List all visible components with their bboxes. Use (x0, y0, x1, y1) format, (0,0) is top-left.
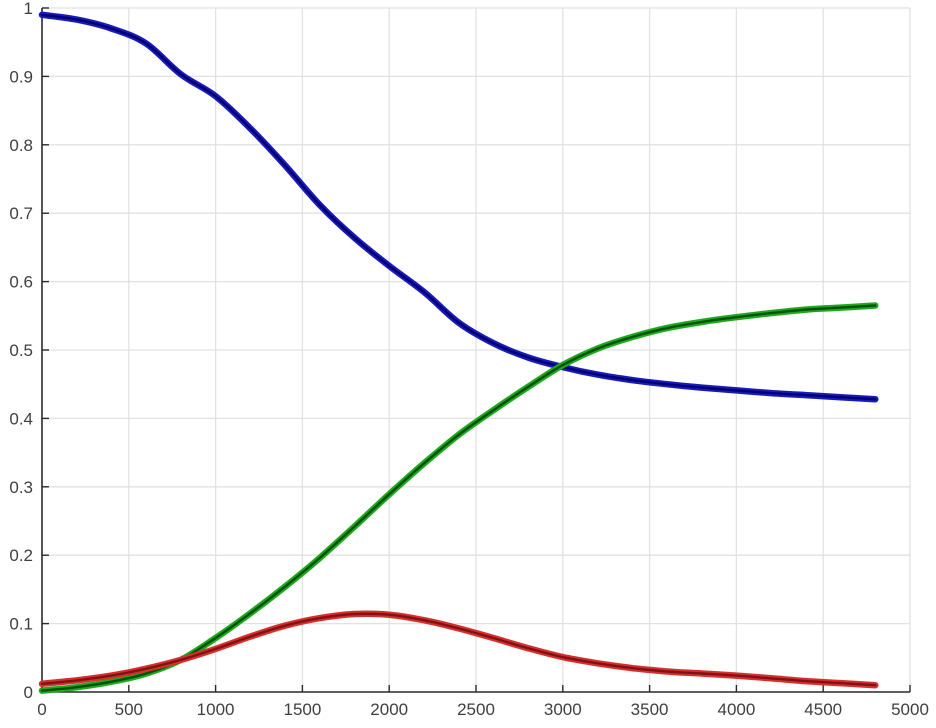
infected-curve (38, 610, 879, 689)
y-tick-label: 1 (24, 0, 33, 18)
x-tick-label: 5000 (891, 700, 929, 719)
recovered-curve-core (40, 304, 877, 692)
x-tick-label: 4500 (804, 700, 842, 719)
x-tick-label: 4000 (717, 700, 755, 719)
x-tick-label: 0 (37, 700, 46, 719)
y-tick-label: 0.2 (9, 546, 33, 565)
x-tick-label: 1500 (283, 700, 321, 719)
infected-curve-core (40, 612, 877, 687)
y-tick-label: 0.5 (9, 341, 33, 360)
y-tick-label: 0.9 (9, 67, 33, 86)
x-tick-label: 500 (115, 700, 143, 719)
x-tick-label: 3500 (631, 700, 669, 719)
x-tick-label: 3000 (544, 700, 582, 719)
y-tick-label: 0.1 (9, 615, 33, 634)
y-tick-label: 0.4 (9, 409, 33, 428)
x-tick-label: 2500 (457, 700, 495, 719)
susceptible-curve (38, 11, 879, 403)
susceptible-curve-core (40, 13, 877, 401)
y-tick-label: 0.7 (9, 204, 33, 223)
y-tick-label: 0.8 (9, 136, 33, 155)
y-tick-label: 0.3 (9, 478, 33, 497)
y-tick-label: 0.6 (9, 273, 33, 292)
x-tick-label: 1000 (197, 700, 235, 719)
x-tick-label: 2000 (370, 700, 408, 719)
recovered-curve (38, 302, 879, 694)
y-tick-label: 0 (24, 683, 33, 702)
